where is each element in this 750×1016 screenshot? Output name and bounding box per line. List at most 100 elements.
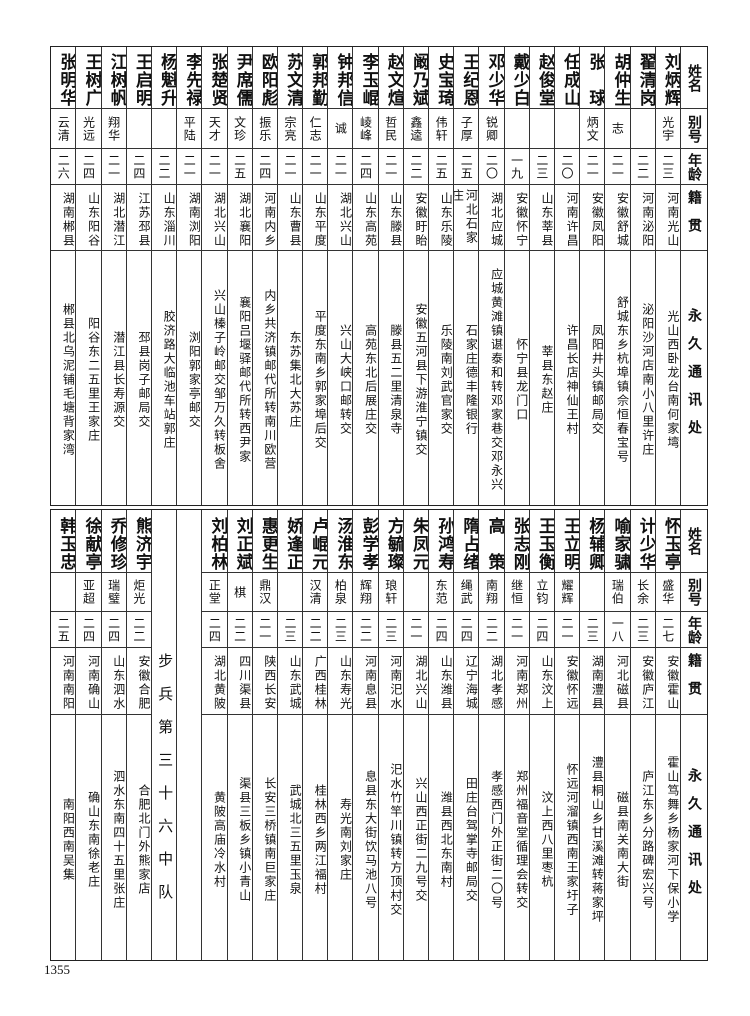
cell-alias: 炳文 [580, 109, 605, 149]
cell-alias [151, 109, 177, 149]
cell-alias [580, 573, 605, 612]
cell-name: 李玉崐 [353, 47, 378, 109]
blank-column [176, 510, 201, 960]
person-column: 杨辅卿 二三 湖南澧县 澧县桐山乡甘溪滩转蒋家坪 [579, 510, 605, 960]
cell-address: 寿光南刘家庄 [338, 797, 353, 882]
cell-address: 郴县北乌泥铺毛塘背家湾 [61, 303, 76, 457]
cell-alias: 琅轩 [378, 573, 403, 612]
cell-origin: 湖北应城 [479, 185, 504, 251]
cell-age: 二四 [353, 149, 378, 185]
person-column: 王启明 二四 江苏邳县 邳县岗子邮局交 [125, 47, 151, 505]
person-column: 李先禄 平陆 二一 湖南浏阳 浏阳郭家亭邮交 [176, 47, 202, 505]
cell-address: 合肥北门外熊家店 [136, 783, 151, 896]
cell-name: 王玉衡 [529, 510, 554, 573]
cell-age: 二三 [630, 612, 655, 648]
cell-age: 二三 [328, 612, 353, 648]
person-column: 孙鸿寿 东范 二四 山东潍县 潍县西北东南村 [428, 510, 454, 960]
cell-address: 滕县五二里清泉寺 [388, 324, 403, 436]
cell-name: 李先禄 [177, 47, 202, 109]
person-column: 隋占绪 绳武 二四 辽宁海城 田庄台驾掌寺邮局交 [453, 510, 479, 960]
person-column: 胡仲生志二一 安徽舒城 舒城东乡杭埠镇佘恒春宝号 [604, 47, 630, 505]
cell-origin: 湖北潜江 [101, 185, 126, 251]
cell-alias [554, 109, 580, 149]
cell-alias: 翔华 [101, 109, 126, 149]
cell-address: 襄阳吕堰驿邮代所转西尹家 [237, 296, 252, 464]
cell-alias: 炬光 [126, 573, 151, 612]
cell-name: 王纪恩 [454, 47, 479, 109]
cell-alias [504, 109, 529, 149]
cell-origin: 河南郑州 [504, 648, 529, 715]
cell-age: 二二 [403, 149, 428, 185]
header-age: 年龄 [680, 612, 707, 648]
cell-alias: 瑞璧 [101, 573, 126, 612]
cell-origin: 安徽霍山 [655, 648, 680, 715]
cell-name: 赵俊堂 [529, 47, 554, 109]
person-column: 徐献亭 亚超 二四 河南确山 确山东南徐老庄 [75, 510, 101, 960]
cell-age: 二一 [378, 149, 403, 185]
person-column: 杨魁升 二二 山东淄川 胶济路大临池车站郭庄 [150, 47, 177, 505]
cell-origin: 河南南阳 [51, 648, 76, 715]
cell-age: 二四 [76, 149, 101, 185]
unit-label: 步兵第三十六中队 [156, 653, 175, 917]
cell-address: 澧县桐山乡甘溪滩转蒋家坪 [590, 755, 605, 924]
cell-age: 二三 [277, 612, 303, 648]
cell-origin: 河南光山 [655, 185, 680, 251]
cell-origin: 山东滕县 [378, 185, 403, 251]
person-column: 熊济宇 炬光 二二 安徽合肥 合肥北门外熊家店 [125, 510, 151, 960]
cell-alias: 辉翔 [353, 573, 378, 612]
person-column: 方毓璨 琅轩 二三 河南汜水 汜水竹竿川镇转方顶村交 [377, 510, 403, 960]
cell-age: 二二 [479, 612, 504, 648]
cell-alias: 耀辉 [554, 573, 580, 612]
cell-age: 二二 [303, 612, 328, 648]
cell-origin: 河南息县 [353, 648, 378, 715]
page-number: 1355 [44, 962, 70, 977]
cell-alias: 柏泉 [328, 573, 353, 612]
cell-age: 二五 [454, 149, 479, 185]
cell-name: 孙鸿寿 [429, 510, 454, 573]
cell-origin: 江苏邳县 [126, 185, 151, 251]
header-address: 永久通讯处 [685, 308, 702, 448]
cell-address: 浏阳郭家亭邮交 [187, 331, 202, 429]
cell-name: 卢崐元 [303, 510, 328, 573]
cell-address: 安徽五河县下游淮宁镇交 [414, 303, 428, 457]
cell-age: 二五 [51, 612, 76, 648]
cell-name: 惠更生 [252, 510, 277, 573]
cell-address: 磁县南关南大街 [615, 790, 630, 889]
person-column: 翟清岗 二二 河南泌阳 泌阳沙河店南小八里许庄 [629, 47, 655, 505]
header-name: 姓名 [680, 510, 707, 573]
roster-table-bottom: 姓名 别号 年龄 籍贯 永久通讯处 怀玉亭 盛华 二七 安徽霍山 霍山笃舞乡杨家河下保小学 计少华长… [50, 509, 708, 961]
cell-alias: 天才 [202, 109, 227, 149]
cell-address: 莘县东赵庄 [539, 345, 554, 415]
person-column: 戴少白 一九 安徽怀宁 怀宁县龙门口 [503, 47, 529, 505]
cell-origin: 河北石家庄 [454, 185, 479, 251]
cell-name: 乔修珍 [101, 510, 126, 573]
cell-address: 长安三桥镇南巨家庄 [262, 776, 277, 903]
cell-address: 阳谷东二五里王家庄 [86, 317, 101, 443]
cell-alias: 盛华 [655, 573, 680, 612]
cell-name: 高 策 [479, 510, 504, 573]
cell-alias: 汉清 [303, 573, 328, 612]
cell-address: 石家庄德丰隆银行 [464, 324, 479, 436]
cell-origin: 山东莘县 [529, 185, 554, 251]
cell-origin: 湖北孝感 [479, 648, 504, 715]
cell-origin: 湖北兴山 [328, 185, 353, 251]
cell-name: 王启明 [126, 47, 151, 109]
header-age: 年龄 [680, 149, 707, 185]
cell-age: 二一 [252, 612, 277, 648]
cell-alias [51, 573, 76, 612]
cell-age: 二四 [101, 612, 126, 648]
cell-alias: 伟轩 [429, 109, 454, 149]
cell-age: 二五 [429, 149, 454, 185]
cell-address: 胶济路大临池车站郭庄 [162, 310, 177, 450]
cell-alias [529, 109, 554, 149]
person-column: 怀玉亭 盛华 二七 安徽霍山 霍山笃舞乡杨家河下保小学 [654, 510, 680, 960]
cell-address: 南阳西南吴集 [61, 797, 76, 882]
cell-alias: 平陆 [177, 109, 202, 149]
cell-age: 二二 [630, 149, 655, 185]
cell-address: 许昌长店神仙王村 [565, 324, 580, 436]
cell-age: 二一 [277, 149, 303, 185]
cell-alias: 长余 [630, 573, 655, 612]
person-column: 娇逢正 二三 山东武城 武城北三五里玉泉 [276, 510, 303, 960]
unit-column: 步兵第三十六中队 [150, 510, 176, 960]
cell-age: 二三 [378, 612, 403, 648]
